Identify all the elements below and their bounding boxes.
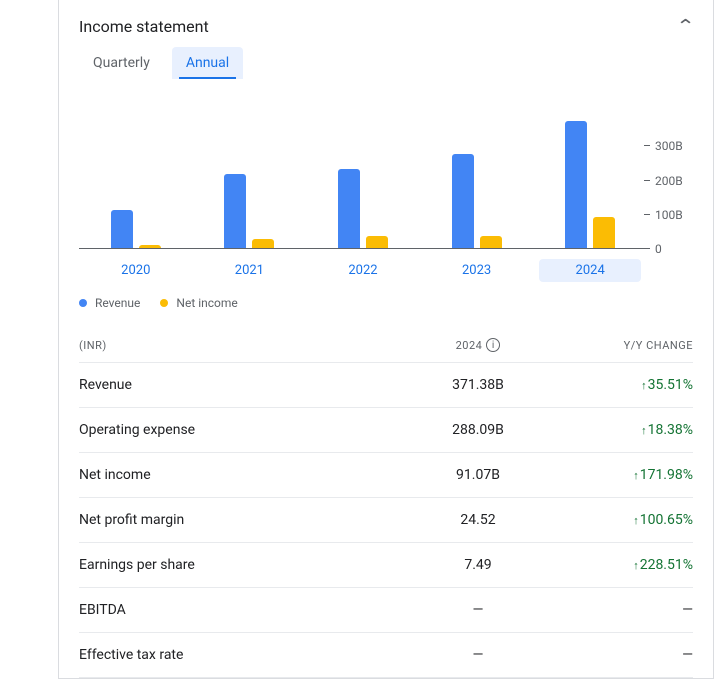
chart-bar-net_income[interactable] bbox=[252, 239, 274, 248]
chart-bar-revenue[interactable] bbox=[111, 210, 133, 248]
chart-bar-net_income[interactable] bbox=[139, 245, 161, 248]
table-row: Net profit margin24.52↑100.65% bbox=[79, 498, 693, 543]
chart-x-axis: 2020 2021 2022 2023 2024 bbox=[79, 259, 693, 282]
legend-item[interactable]: Revenue bbox=[79, 296, 140, 310]
chart-ytick-mark bbox=[644, 180, 650, 181]
card-title: Income statement bbox=[79, 17, 209, 36]
chart-ytick-label: 0 bbox=[655, 242, 662, 256]
chart-bar-group[interactable] bbox=[539, 121, 641, 248]
chart-ytick-mark bbox=[644, 145, 650, 146]
info-icon[interactable]: i bbox=[486, 338, 500, 352]
chart-ytick-label: 300B bbox=[655, 139, 683, 153]
metric-value: — bbox=[403, 647, 553, 663]
legend-label: Net income bbox=[176, 296, 237, 310]
period-tabs: Quarterly Annual bbox=[79, 47, 693, 79]
chart-ytick-label: 100B bbox=[655, 208, 683, 222]
metric-change: ↑35.51% bbox=[553, 377, 693, 393]
chart-bar-net_income[interactable] bbox=[480, 236, 502, 248]
table-row: Earnings per share7.49↑228.51% bbox=[79, 543, 693, 588]
metric-value: — bbox=[403, 602, 553, 618]
chart-bar-net_income[interactable] bbox=[366, 236, 388, 248]
legend-item[interactable]: Net income bbox=[160, 296, 237, 310]
chart-legend: Revenue Net income bbox=[79, 296, 693, 310]
metric-name: Net income bbox=[79, 467, 403, 483]
legend-swatch-icon bbox=[79, 299, 87, 307]
chart-ytick-mark bbox=[644, 214, 650, 215]
table-row: Effective tax rate—— bbox=[79, 633, 693, 678]
metric-name: Net profit margin bbox=[79, 512, 403, 528]
chart-bar-group[interactable] bbox=[425, 154, 527, 248]
chart-ytick-mark bbox=[644, 248, 650, 249]
value-col-label: 2024 bbox=[456, 339, 483, 352]
change-text: 228.51% bbox=[640, 557, 693, 573]
table-row: Operating expense288.09B↑18.38% bbox=[79, 408, 693, 453]
metric-name: Revenue bbox=[79, 377, 403, 393]
arrow-up-icon: ↑ bbox=[633, 469, 639, 482]
table-header-row: (INR) 2024 i Y/Y CHANGE bbox=[79, 328, 693, 363]
metric-change: — bbox=[553, 647, 693, 663]
metric-value: 7.49 bbox=[403, 557, 553, 573]
bar-chart: 0100B200B300B bbox=[79, 99, 693, 249]
chart-plot-area bbox=[79, 119, 647, 249]
metric-name: Operating expense bbox=[79, 422, 403, 438]
metric-change: — bbox=[553, 602, 693, 618]
chart-y-axis: 0100B200B300B bbox=[647, 119, 693, 249]
table-header-value: 2024 i bbox=[403, 338, 553, 352]
chart-xtick[interactable]: 2022 bbox=[312, 259, 414, 282]
arrow-up-icon: ↑ bbox=[641, 379, 647, 392]
chart-bar-group[interactable] bbox=[312, 169, 414, 248]
table-row: Revenue371.38B↑35.51% bbox=[79, 363, 693, 408]
metric-change: ↑228.51% bbox=[553, 557, 693, 573]
table-header-change: Y/Y CHANGE bbox=[553, 339, 693, 352]
table-row: EBITDA—— bbox=[79, 588, 693, 633]
chart-xtick[interactable]: 2021 bbox=[198, 259, 300, 282]
change-text: 100.65% bbox=[640, 512, 693, 528]
metric-name: Effective tax rate bbox=[79, 647, 403, 663]
chart-bar-revenue[interactable] bbox=[452, 154, 474, 248]
table-header-currency: (INR) bbox=[79, 339, 403, 352]
metric-value: 288.09B bbox=[403, 422, 553, 438]
arrow-up-icon: ↑ bbox=[641, 424, 647, 437]
chart-ytick-label: 200B bbox=[655, 174, 683, 188]
chart-bar-revenue[interactable] bbox=[338, 169, 360, 248]
legend-swatch-icon bbox=[160, 299, 168, 307]
chart-xtick[interactable]: 2024 bbox=[539, 259, 641, 282]
change-text: 35.51% bbox=[648, 377, 693, 393]
table-row: Net income91.07B↑171.98% bbox=[79, 453, 693, 498]
legend-label: Revenue bbox=[95, 296, 140, 310]
change-text: 18.38% bbox=[648, 422, 693, 438]
chart-bar-group[interactable] bbox=[85, 210, 187, 248]
arrow-up-icon: ↑ bbox=[633, 559, 639, 572]
chart-xtick[interactable]: 2020 bbox=[85, 259, 187, 282]
card-header: Income statement ⌃ bbox=[79, 16, 693, 37]
metric-value: 24.52 bbox=[403, 512, 553, 528]
metric-change: ↑18.38% bbox=[553, 422, 693, 438]
metric-value: 91.07B bbox=[403, 467, 553, 483]
arrow-up-icon: ↑ bbox=[633, 514, 639, 527]
tab-annual[interactable]: Annual bbox=[172, 47, 243, 79]
metric-change: ↑171.98% bbox=[553, 467, 693, 483]
chart-bar-revenue[interactable] bbox=[565, 121, 587, 248]
income-statement-card: Income statement ⌃ Quarterly Annual 0 100… bbox=[58, 0, 714, 679]
collapse-icon[interactable]: ⌃ bbox=[676, 16, 696, 37]
change-text: 171.98% bbox=[640, 467, 693, 483]
chart-bar-revenue[interactable] bbox=[224, 174, 246, 248]
metric-change: ↑100.65% bbox=[553, 512, 693, 528]
metric-name: Earnings per share bbox=[79, 557, 403, 573]
table-body: Revenue371.38B↑35.51%Operating expense28… bbox=[79, 363, 693, 678]
chart-bar-net_income[interactable] bbox=[593, 217, 615, 248]
tab-quarterly[interactable]: Quarterly bbox=[79, 47, 164, 79]
metric-value: 371.38B bbox=[403, 377, 553, 393]
chart-bar-group[interactable] bbox=[198, 174, 300, 248]
metric-name: EBITDA bbox=[79, 602, 403, 618]
chart-xtick[interactable]: 2023 bbox=[425, 259, 527, 282]
